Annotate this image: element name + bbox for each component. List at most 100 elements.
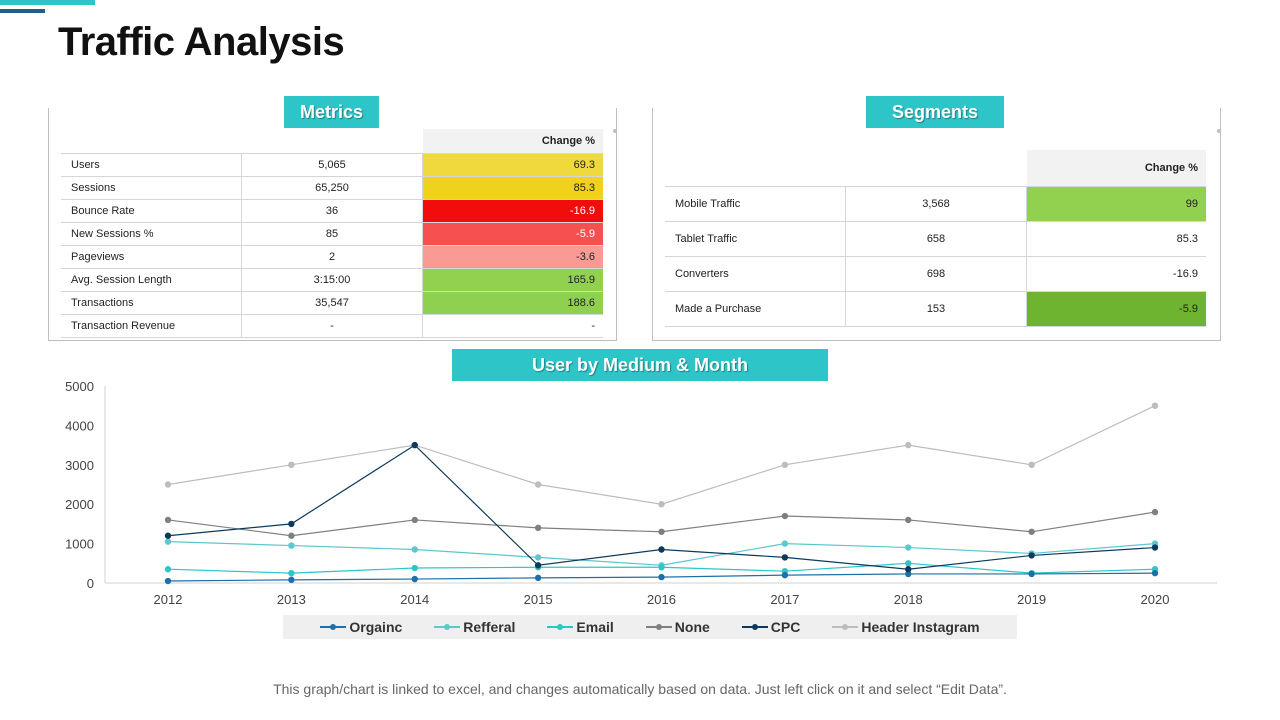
x-tick-label: 2015 (524, 592, 553, 607)
data-point-email (781, 567, 789, 575)
series-line-none (167, 511, 1156, 537)
chart-legend: Orgainc Refferal Email None CPC Header Instag… (283, 615, 1017, 639)
data-point-orgainc (781, 571, 789, 579)
segments-value-cell: 698 (845, 256, 1027, 292)
data-point-refferal (905, 544, 912, 551)
data-point-email (534, 564, 542, 571)
accent-bar-secondary (0, 9, 45, 13)
x-tick-label: 2019 (1017, 592, 1046, 607)
metrics-value-cell: 36 (241, 199, 423, 223)
x-tick-label: 2016 (647, 592, 676, 607)
series-line-cpc (167, 444, 1156, 570)
segments-value-cell: 153 (845, 291, 1027, 327)
metrics-change-cell: -5.9 (422, 222, 603, 246)
data-point-refferal (288, 542, 295, 549)
data-point-orgainc (658, 573, 665, 581)
metrics-change-header: Change % (422, 129, 603, 154)
x-tick-label: 2020 (1141, 592, 1170, 607)
data-point-cpc (288, 520, 295, 528)
legend-label: Header Instagram (861, 619, 980, 635)
segments-row: Tablet Traffic 658 85.3 (665, 221, 1206, 257)
segments-row: Made a Purchase 153 -5.9 (665, 291, 1206, 327)
data-point-header-instagram (411, 441, 418, 449)
data-point-header-instagram (1028, 461, 1035, 468)
data-point-header-instagram (781, 461, 789, 468)
metrics-name-cell: Avg. Session Length (61, 268, 242, 292)
data-point-refferal (781, 540, 789, 547)
data-point-none (1151, 508, 1159, 516)
metrics-value-cell: 2 (241, 245, 423, 269)
data-point-email (658, 564, 665, 571)
segments-change-cell: 85.3 (1026, 221, 1206, 257)
segments-name-cell: Made a Purchase (665, 291, 846, 327)
legend-item: None (645, 619, 710, 635)
data-point-cpc (411, 441, 418, 449)
segments-row: Mobile Traffic 3,568 99 (665, 186, 1206, 222)
metrics-row: Pageviews 2 -3.6 (61, 245, 603, 269)
metrics-row: New Sessions % 85 -5.9 (61, 222, 603, 246)
data-point-refferal (411, 546, 418, 553)
segments-name-cell: Mobile Traffic (665, 186, 846, 222)
data-point-none (164, 516, 172, 524)
legend-label: None (674, 619, 710, 635)
data-point-none (781, 512, 789, 520)
legend-swatch-icon (547, 622, 574, 632)
data-point-refferal (1028, 550, 1035, 557)
data-point-refferal (164, 538, 172, 545)
data-point-header-instagram (288, 461, 295, 468)
metrics-change-cell: 69.3 (422, 153, 603, 177)
metrics-row: Transactions 35,547 188.6 (61, 291, 603, 315)
x-tick-label: 2018 (894, 592, 923, 607)
metrics-name-cell: New Sessions % (61, 222, 242, 246)
data-point-orgainc (1151, 569, 1159, 577)
metrics-row: Users 5,065 69.3 (61, 153, 603, 177)
data-point-cpc (781, 554, 789, 561)
metrics-value-cell: 85 (241, 222, 423, 246)
legend-swatch-icon (832, 622, 859, 632)
data-point-refferal (658, 562, 665, 569)
y-tick-label: 3000 (65, 458, 94, 473)
data-point-header-instagram (1151, 402, 1159, 409)
chart-title: User by Medium & Month (452, 349, 828, 381)
x-tick-label: 2014 (400, 592, 429, 607)
segments-change-cell: -16.9 (1026, 256, 1206, 292)
data-point-email (288, 569, 295, 577)
data-point-none (905, 516, 912, 524)
x-tick-label: 2012 (154, 592, 183, 607)
y-tick-label: 1000 (65, 537, 94, 552)
metrics-change-cell: 188.6 (422, 291, 603, 315)
data-point-header-instagram (905, 441, 912, 449)
data-point-email (411, 564, 418, 572)
data-point-header-instagram (534, 481, 542, 488)
segments-table: Change % Mobile Traffic 3,568 99 Tablet Tra… (665, 150, 1206, 327)
legend-swatch-icon (741, 622, 768, 632)
metrics-row: Avg. Session Length 3:15:00 165.9 (61, 268, 603, 292)
y-tick-label: 2000 (65, 497, 94, 512)
x-tick-label: 2013 (277, 592, 306, 607)
segments-label: Segments (866, 96, 1004, 128)
segments-header-row: Change % (665, 150, 1206, 187)
segments-name-cell: Tablet Traffic (665, 221, 846, 257)
series-line-header-instagram (167, 405, 1156, 505)
metrics-value-cell: 65,250 (241, 176, 423, 200)
segments-value-cell: 3,568 (845, 186, 1027, 222)
metrics-label: Metrics (284, 96, 379, 128)
legend-swatch-icon (434, 622, 461, 632)
metrics-row: Bounce Rate 36 -16.9 (61, 199, 603, 223)
data-point-cpc (658, 546, 665, 553)
metrics-change-cell: - (422, 314, 603, 338)
legend-label: CPC (770, 619, 801, 635)
data-point-header-instagram (658, 501, 665, 508)
data-point-none (411, 516, 418, 524)
metrics-name-cell: Pageviews (61, 245, 242, 269)
data-point-cpc (534, 562, 542, 569)
legend-label: Refferal (463, 619, 516, 635)
segments-row: Converters 698 -16.9 (665, 256, 1206, 292)
legend-label: Orgainc (349, 619, 403, 635)
segments-change-cell: 99 (1026, 186, 1206, 222)
metrics-change-cell: -3.6 (422, 245, 603, 269)
legend-item: Orgainc (320, 619, 402, 635)
data-point-orgainc (1028, 570, 1035, 578)
panel-handle-dot (1217, 129, 1221, 133)
metrics-header-row: Change % (61, 129, 603, 154)
